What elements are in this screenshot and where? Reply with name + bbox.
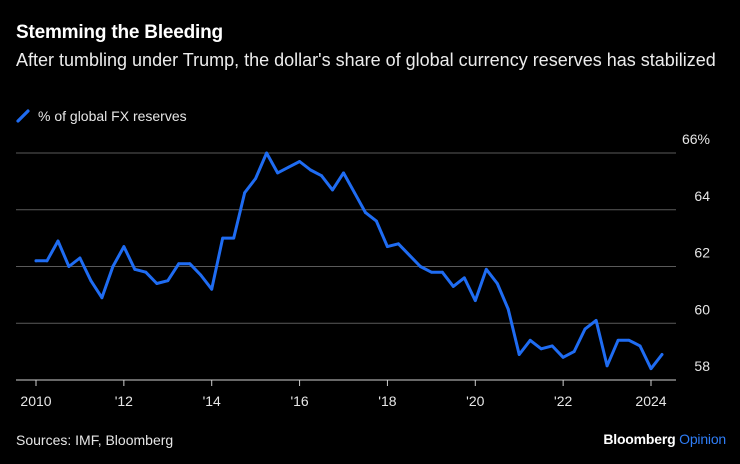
x-tick-label-2012: '12 [115,393,133,409]
data-point [440,270,444,274]
data-point [287,165,290,169]
source-note: Sources: IMF, Bloomberg [16,432,174,448]
x-tick-label-2018: '18 [378,393,396,409]
data-point [100,296,104,300]
data-point [320,174,323,178]
x-tick-label-2024: 2024 [635,393,666,409]
data-point [298,160,301,163]
data-point [660,353,664,356]
legend-line-icon [16,109,30,123]
data-point [34,259,38,263]
data-point [418,265,422,268]
y-axis-labels: 58 60 62 64 66% [682,131,710,374]
data-point [276,171,280,175]
data-point [78,256,82,260]
x-tick-label-2014: '14 [203,393,221,409]
x-axis-labels: 2010 '12 '14 '16 '18 '20 '22 2024 [20,380,667,409]
data-point [353,191,356,195]
data-point [605,364,609,368]
y-tick-label-60: 60 [694,301,710,317]
data-point [495,282,499,285]
x-tick-label-2010: 2010 [20,393,51,409]
data-point [342,171,345,175]
chart-title: Stemming the Bleeding [16,22,223,43]
gridlines [16,152,676,324]
data-point [221,236,225,240]
data-point [583,327,587,331]
data-point [506,307,510,311]
data-point [528,338,532,342]
data-point [451,284,455,288]
data-point [649,367,653,371]
data-point [144,270,148,274]
data-point [166,279,170,283]
y-tick-label-64: 64 [694,188,710,204]
data-point [627,338,631,342]
data-point [550,344,554,348]
data-point [56,239,60,243]
brand-name: Bloomberg [603,431,676,447]
data-point [111,265,115,268]
series [34,151,664,371]
y-tick-label-66: 66% [682,131,710,147]
data-point [210,287,214,291]
data-point [177,262,181,266]
data-point [616,338,620,342]
data-point [561,355,565,359]
x-tick-label-2016: '16 [290,393,308,409]
data-point [331,188,334,192]
brand-logo: Bloomberg Opinion [603,431,726,447]
data-point [572,350,576,354]
legend-label: % of global FX reserves [38,108,187,124]
y-tick-label-58: 58 [694,358,710,374]
data-point [429,270,433,274]
x-tick-label-2022: '22 [554,393,572,409]
data-point [407,253,411,257]
chart-subtitle: After tumbling under Trump, the dollar's… [16,50,716,70]
data-point [594,319,598,322]
data-point [133,267,137,271]
data-point [309,168,312,172]
y-tick-label-62: 62 [694,245,710,261]
data-point [122,245,126,249]
data-point [199,273,203,277]
data-point [638,344,642,348]
data-point [375,219,378,223]
brand-product: Opinion [679,431,726,447]
data-point [397,242,400,246]
data-point [188,262,192,266]
data-point [473,299,477,302]
data-point [155,282,159,285]
data-point [386,245,389,249]
data-point [517,353,521,356]
series-line-0 [34,151,664,371]
x-tick-label-2020: '20 [466,393,484,409]
data-point [254,177,258,180]
data-point [67,265,71,268]
data-point [265,151,269,155]
data-point [462,276,466,280]
data-point [45,259,49,263]
data-point [243,191,247,195]
data-point [232,236,236,240]
legend: % of global FX reserves [16,108,187,124]
data-point [539,347,543,351]
data-point [364,211,367,214]
data-point [89,279,93,283]
data-point [484,267,488,271]
